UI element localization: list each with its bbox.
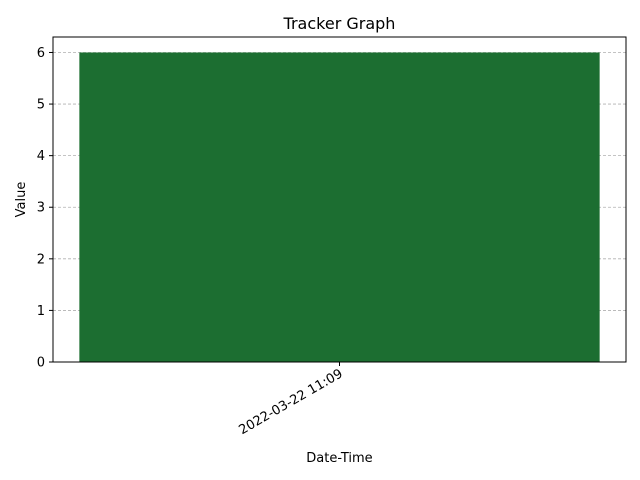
chart-title: Tracker Graph <box>283 14 396 33</box>
x-axis: 2022-03-22 11:09 <box>237 362 346 438</box>
x-tick-label: 2022-03-22 11:09 <box>237 366 346 438</box>
y-tick-label: 3 <box>37 201 45 216</box>
y-tick-label: 1 <box>37 304 45 319</box>
y-axis-label: Value <box>14 182 29 218</box>
y-tick-label: 6 <box>37 46 45 61</box>
bar <box>79 52 600 362</box>
y-tick-label: 5 <box>37 98 45 113</box>
y-tick-label: 2 <box>37 252 45 267</box>
bars <box>79 52 600 362</box>
x-axis-label: Date-Time <box>306 451 372 466</box>
y-tick-label: 0 <box>37 356 45 371</box>
y-axis: 0 1 2 3 4 5 6 <box>37 46 53 371</box>
y-tick-label: 4 <box>37 149 45 164</box>
